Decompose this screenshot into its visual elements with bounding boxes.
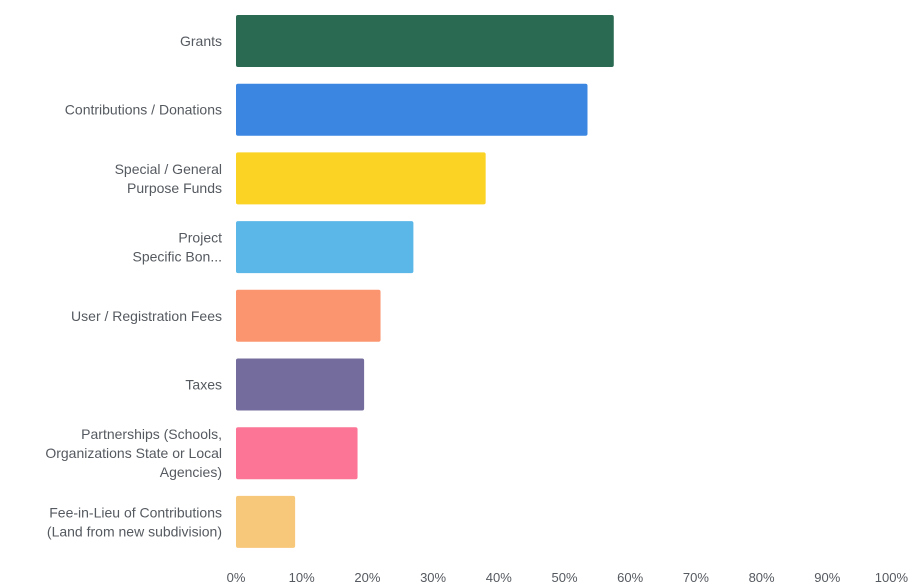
x-axis-ticks: 0% 10% 20% 30% 40% 50% 60% 70% 80% 90% 100%: [227, 570, 909, 585]
x-tick-label-6: 60%: [617, 570, 643, 585]
x-tick-label-7: 70%: [683, 570, 709, 585]
category-label-1: Grants: [180, 33, 222, 49]
category-label-3: Special / General Purpose Funds: [115, 161, 222, 196]
x-tick-label-1: 10%: [289, 570, 315, 585]
bars-group: [236, 15, 614, 548]
bar-4: [236, 221, 414, 274]
bar-8: [236, 495, 296, 548]
bar-1: [236, 15, 614, 67]
category-label-5: User / Registration Fees: [71, 308, 222, 324]
bar-7: [236, 427, 358, 480]
bar-3: [236, 152, 486, 205]
x-tick-label-9: 90%: [814, 570, 840, 585]
category-label-4: Project Specific Bon...: [133, 230, 223, 265]
x-tick-label-10: 100%: [875, 570, 909, 585]
bar-5: [236, 289, 381, 342]
bar-6: [236, 358, 365, 411]
x-tick-label-0: 0%: [227, 570, 246, 585]
x-tick-label-3: 30%: [420, 570, 446, 585]
bar-2: [236, 83, 588, 136]
x-tick-label-8: 80%: [749, 570, 775, 585]
category-label-2: Contributions / Donations: [65, 102, 222, 118]
x-tick-label-2: 20%: [354, 570, 380, 585]
category-label-8: Fee-in-Lieu of Contributions (Land from n…: [47, 504, 222, 539]
x-tick-label-5: 50%: [551, 570, 577, 585]
x-tick-label-4: 40%: [486, 570, 512, 585]
category-labels: Grants Contributions / Donations Special /…: [45, 33, 222, 539]
category-label-7: Partnerships (Schools, Organizations Stat…: [45, 426, 222, 480]
category-label-6: Taxes: [185, 377, 222, 393]
